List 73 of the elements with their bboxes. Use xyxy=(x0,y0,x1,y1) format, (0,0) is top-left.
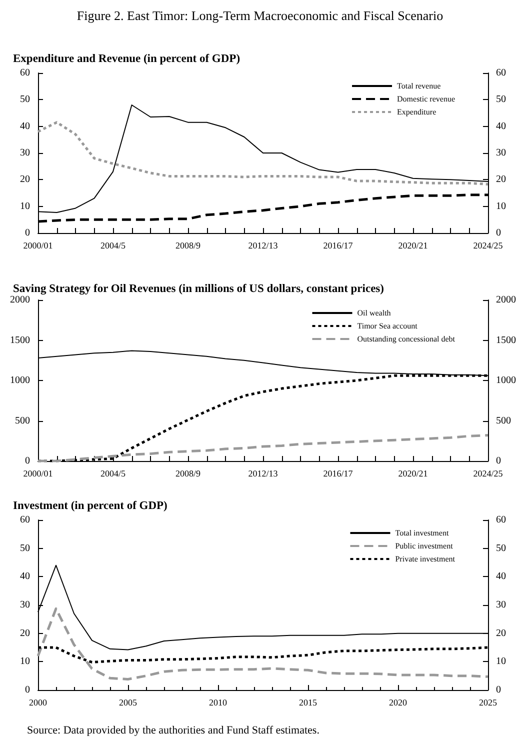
source-note: Source: Data provided by the authorities and Fund Staff estimates. xyxy=(27,724,320,736)
x-tick-label: 2008/9 xyxy=(175,240,201,250)
y-tick-label: 20 xyxy=(20,628,30,639)
x-tick-label: 2025 xyxy=(479,698,498,708)
x-tick-label: 2005 xyxy=(119,698,138,708)
chart-title: Investment (in percent of GDP) xyxy=(13,500,168,512)
x-tick-label: 2020 xyxy=(389,698,408,708)
y2-tick-label: 30 xyxy=(496,600,506,610)
y2-tick-label: 1500 xyxy=(496,334,516,346)
x-tick-label: 2000/01 xyxy=(23,240,53,250)
x-tick-label: 2020/21 xyxy=(398,468,428,478)
y2-tick-label: 1000 xyxy=(496,375,516,386)
x-tick-label: 2000/01 xyxy=(23,468,53,478)
x-tick-label: 2015 xyxy=(299,698,318,708)
y2-tick-label: 60 xyxy=(496,68,506,78)
y-tick-label: 500 xyxy=(15,415,30,426)
y-tick-label: 30 xyxy=(20,148,30,158)
legend-label: Oil wealth xyxy=(357,308,391,318)
y-tick-label: 2000 xyxy=(10,294,30,306)
y2-tick-label: 2000 xyxy=(496,294,516,306)
legend-label: Public investment xyxy=(395,542,454,550)
y-tick-label: 30 xyxy=(20,600,30,610)
y2-tick-label: 40 xyxy=(496,120,506,132)
y2-tick-label: 0 xyxy=(496,684,501,696)
y2-tick-label: 0 xyxy=(496,228,501,238)
y-tick-label: 50 xyxy=(20,542,30,554)
y-tick-label: 1500 xyxy=(10,334,30,346)
y-tick-label: 0 xyxy=(25,684,30,696)
legend-label: Outstanding concessional debt xyxy=(357,334,456,344)
legend-label: Total investment xyxy=(395,528,450,538)
legend-label: Expenditure xyxy=(397,108,437,116)
y2-tick-label: 50 xyxy=(496,94,506,106)
y2-tick-label: 10 xyxy=(496,656,506,668)
legend-label: Private investment xyxy=(395,554,456,564)
y-tick-label: 20 xyxy=(20,174,30,186)
y2-tick-label: 30 xyxy=(496,148,506,158)
chart-title: Saving Strategy for Oil Revenues (in millions of US dollars, constant prices) xyxy=(13,283,384,295)
chart-title: Figure 2. East Timor: Long-Term Macroeconomic and Fiscal Scenario xyxy=(76,8,444,23)
y-tick-label: 60 xyxy=(20,514,30,526)
x-tick-label: 2008/9 xyxy=(175,468,201,478)
y2-tick-label: 20 xyxy=(496,628,506,639)
y-tick-label: 10 xyxy=(20,656,30,668)
x-tick-label: 2010 xyxy=(209,698,228,708)
y-tick-label: 1000 xyxy=(10,375,30,386)
y-tick-label: 50 xyxy=(20,94,30,106)
x-tick-label: 2020/21 xyxy=(398,240,428,250)
x-tick-label: 2016/17 xyxy=(323,468,354,478)
y-tick-label: 0 xyxy=(25,228,30,238)
legend-label: Domestic revenue xyxy=(397,94,456,104)
y2-tick-label: 60 xyxy=(496,514,506,526)
x-tick-label: 2024/25 xyxy=(473,468,504,478)
x-tick-label: 2004/5 xyxy=(100,240,126,250)
x-tick-label: 2012/13 xyxy=(248,468,278,478)
y2-tick-label: 500 xyxy=(496,415,511,426)
y2-tick-label: 10 xyxy=(496,200,506,212)
y-tick-label: 40 xyxy=(20,120,30,132)
y-tick-label: 40 xyxy=(20,571,30,582)
y-tick-label: 10 xyxy=(20,200,30,212)
x-tick-label: 2016/17 xyxy=(323,240,354,250)
y2-tick-label: 20 xyxy=(496,174,506,186)
line-series xyxy=(36,607,490,680)
y2-tick-label: 0 xyxy=(496,456,501,466)
y-tick-label: 60 xyxy=(20,68,30,78)
legend-label: Timor Sea account xyxy=(357,322,418,330)
chart-subtitle: Expenditure and Revenue (in percent of GDP) xyxy=(13,53,240,65)
line-series xyxy=(36,121,490,186)
x-tick-label: 2024/25 xyxy=(473,240,504,250)
legend-label: Total revenue xyxy=(397,82,442,90)
x-tick-label: 2012/13 xyxy=(248,240,278,250)
y2-tick-label: 40 xyxy=(496,571,506,582)
x-tick-label: 2004/5 xyxy=(100,468,126,478)
y2-tick-label: 50 xyxy=(496,542,506,554)
y-tick-label: 0 xyxy=(25,456,30,466)
